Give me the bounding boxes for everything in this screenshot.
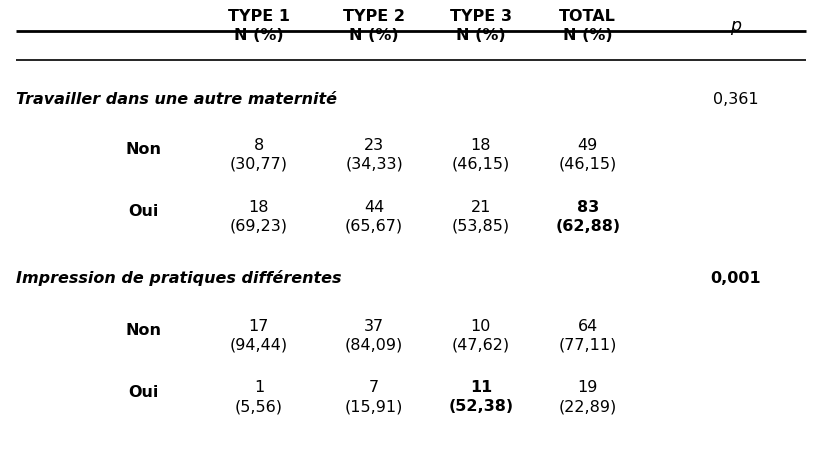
- Text: 10: 10: [471, 318, 491, 334]
- Text: N (%): N (%): [349, 28, 399, 43]
- Text: (94,44): (94,44): [230, 337, 288, 353]
- Text: Oui: Oui: [129, 385, 159, 400]
- Text: 11: 11: [469, 380, 492, 396]
- Text: Oui: Oui: [129, 204, 159, 219]
- Text: 37: 37: [364, 318, 384, 334]
- Text: (30,77): (30,77): [230, 157, 288, 172]
- Text: 19: 19: [578, 380, 598, 396]
- Text: Travailler dans une autre maternité: Travailler dans une autre maternité: [16, 92, 338, 108]
- Text: TYPE 3: TYPE 3: [450, 9, 512, 24]
- Text: 1: 1: [254, 380, 264, 396]
- Text: 64: 64: [578, 318, 598, 334]
- Text: (69,23): (69,23): [230, 218, 288, 234]
- Text: 18: 18: [249, 199, 269, 215]
- Text: 0,361: 0,361: [713, 92, 759, 108]
- Text: (84,09): (84,09): [345, 337, 403, 353]
- Text: 49: 49: [578, 138, 598, 153]
- Text: 7: 7: [369, 380, 379, 396]
- Text: N (%): N (%): [234, 28, 284, 43]
- Text: Non: Non: [126, 142, 162, 158]
- Text: TYPE 2: TYPE 2: [343, 9, 405, 24]
- Text: N (%): N (%): [456, 28, 506, 43]
- Text: 21: 21: [471, 199, 491, 215]
- Text: 83: 83: [576, 199, 599, 215]
- Text: Non: Non: [126, 323, 162, 338]
- Text: (53,85): (53,85): [452, 218, 510, 234]
- Text: TYPE 1: TYPE 1: [228, 9, 290, 24]
- Text: p: p: [730, 17, 741, 35]
- Text: (15,91): (15,91): [344, 399, 404, 415]
- Text: TOTAL: TOTAL: [559, 9, 616, 24]
- Text: N (%): N (%): [563, 28, 612, 43]
- Text: (22,89): (22,89): [559, 399, 616, 415]
- Text: 44: 44: [364, 199, 384, 215]
- Text: (46,15): (46,15): [559, 157, 616, 172]
- Text: 0,001: 0,001: [710, 271, 761, 286]
- Text: (52,38): (52,38): [448, 399, 514, 415]
- Text: 17: 17: [249, 318, 269, 334]
- Text: (34,33): (34,33): [345, 157, 403, 172]
- Text: (65,67): (65,67): [345, 218, 403, 234]
- Text: 8: 8: [254, 138, 264, 153]
- Text: (77,11): (77,11): [558, 337, 617, 353]
- Text: (62,88): (62,88): [555, 218, 621, 234]
- Text: (47,62): (47,62): [452, 337, 510, 353]
- Text: (46,15): (46,15): [452, 157, 510, 172]
- Text: 23: 23: [364, 138, 384, 153]
- Text: (5,56): (5,56): [235, 399, 283, 415]
- Text: 18: 18: [471, 138, 491, 153]
- Text: Impression de pratiques différentes: Impression de pratiques différentes: [16, 270, 342, 287]
